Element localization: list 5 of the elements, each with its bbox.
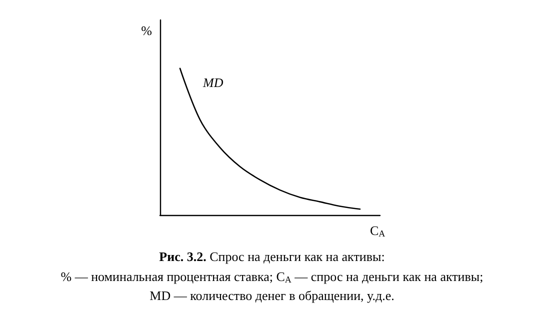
y-axis-title: % xyxy=(141,23,152,38)
series-label: MD xyxy=(202,74,224,90)
text: Рис. 3.2. xyxy=(159,249,206,264)
text: Спрос на деньги как на активы: xyxy=(206,249,385,264)
text: MD — количество денег в обращении, у.д.е. xyxy=(150,288,394,303)
